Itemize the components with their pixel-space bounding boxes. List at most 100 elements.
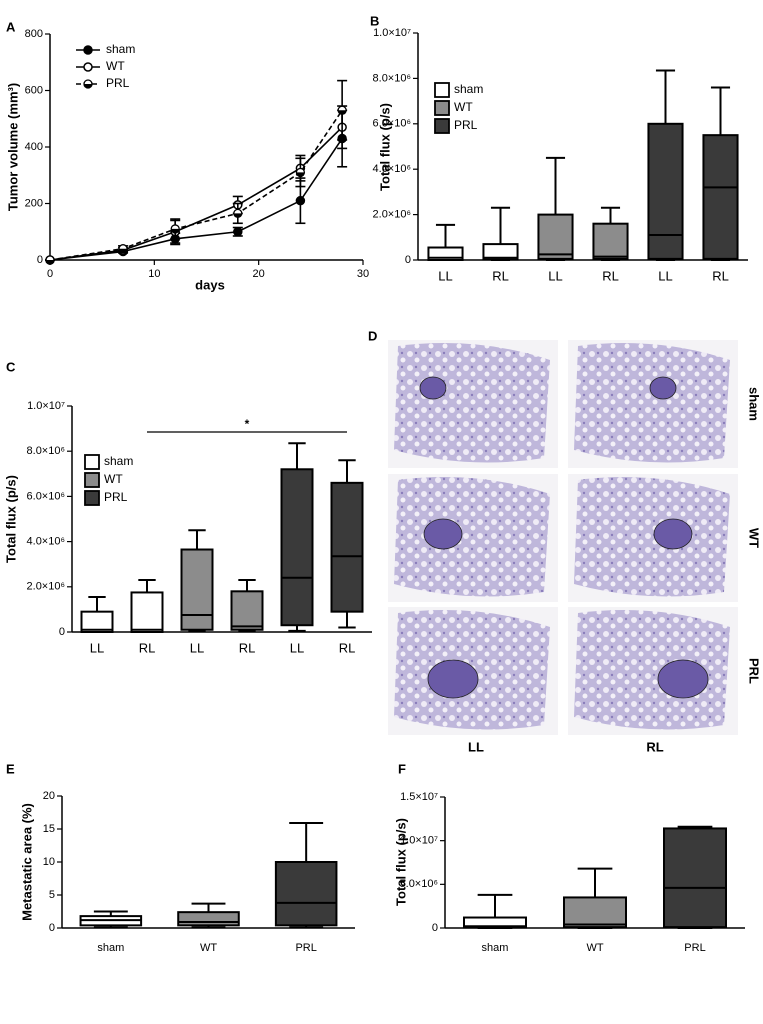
marker-half bbox=[84, 84, 92, 88]
y-axis-label: Total flux (p/s) bbox=[3, 475, 18, 563]
metastasis bbox=[427, 659, 479, 699]
x-tick-label: 10 bbox=[148, 268, 160, 280]
x-tick-label: RL bbox=[139, 640, 156, 655]
y-tick-label: 15 bbox=[43, 823, 55, 835]
x-tick-label: 30 bbox=[357, 268, 369, 280]
x-tick-label: LL bbox=[90, 640, 104, 655]
x-axis-label: days bbox=[195, 277, 225, 292]
legend-label: PRL bbox=[454, 118, 478, 132]
tissue bbox=[394, 477, 550, 597]
box bbox=[130, 591, 164, 634]
y-tick-label: 1.0×10⁷ bbox=[27, 400, 65, 412]
x-tick-label: LL bbox=[438, 268, 452, 283]
marker-half bbox=[171, 228, 180, 233]
box bbox=[80, 610, 114, 633]
y-tick-label: 0 bbox=[37, 254, 43, 266]
y-tick-label: 600 bbox=[25, 84, 43, 96]
tissue bbox=[574, 343, 730, 463]
box bbox=[274, 861, 338, 927]
y-tick-label: 5.0×10⁶ bbox=[400, 878, 438, 890]
marker-half bbox=[233, 213, 242, 218]
y-tick-label: 0 bbox=[49, 922, 55, 934]
panel-label: D bbox=[368, 328, 377, 343]
column-label: LL bbox=[468, 739, 484, 754]
marker-half bbox=[119, 248, 128, 253]
legend-label: WT bbox=[454, 100, 473, 114]
marker bbox=[83, 62, 93, 72]
y-tick-label: 6.0×10⁶ bbox=[373, 118, 411, 130]
tissue bbox=[574, 610, 730, 730]
y-axis-label: Total flux (p/s) bbox=[393, 818, 408, 906]
x-tick-label: LL bbox=[548, 268, 562, 283]
marker bbox=[295, 195, 306, 206]
y-tick-label: 0 bbox=[432, 922, 438, 934]
box bbox=[330, 481, 364, 613]
y-tick-label: 2.0×10⁶ bbox=[27, 581, 65, 593]
y-axis-label: Total flux (p/s) bbox=[377, 103, 392, 191]
y-tick-label: 6.0×10⁶ bbox=[27, 490, 65, 502]
legend-label: sham bbox=[454, 82, 483, 96]
panel-label: F bbox=[398, 761, 406, 776]
y-tick-label: 1.0×10⁷ bbox=[400, 835, 438, 847]
x-tick-label: sham bbox=[482, 942, 509, 954]
x-tick-label: 20 bbox=[253, 268, 265, 280]
line bbox=[49, 138, 343, 261]
legend-label: WT bbox=[104, 472, 123, 486]
y-tick-label: 20 bbox=[43, 790, 55, 802]
metastasis bbox=[419, 376, 447, 400]
marker bbox=[233, 227, 243, 237]
box bbox=[663, 827, 727, 929]
legend-swatch bbox=[434, 100, 450, 116]
marker-half bbox=[338, 110, 347, 115]
legend-swatch bbox=[84, 454, 100, 470]
panel-label: E bbox=[6, 761, 15, 776]
legend-swatch bbox=[434, 118, 450, 134]
y-tick-label: 200 bbox=[25, 197, 43, 209]
y-axis-label: Tumor volume (mm³) bbox=[5, 83, 20, 211]
legend-label: sham bbox=[106, 42, 135, 56]
line bbox=[49, 126, 343, 261]
box bbox=[230, 590, 264, 631]
box bbox=[537, 213, 574, 260]
y-tick-label: 400 bbox=[25, 141, 43, 153]
y-axis-label: Metastatic area (%) bbox=[19, 803, 34, 921]
y-tick-label: 4.0×10⁶ bbox=[373, 163, 411, 175]
y-tick-label: 1.5×10⁷ bbox=[400, 791, 438, 803]
y-tick-label: 1.0×10⁷ bbox=[373, 27, 411, 39]
row-label: PRL bbox=[747, 658, 762, 684]
panel-label: C bbox=[6, 359, 16, 374]
box bbox=[647, 122, 684, 260]
y-tick-label: 800 bbox=[25, 28, 43, 40]
tissue bbox=[394, 343, 550, 463]
y-tick-label: 4.0×10⁶ bbox=[27, 536, 65, 548]
legend-label: WT bbox=[106, 59, 125, 73]
x-tick-label: WT bbox=[586, 942, 603, 954]
y-tick-label: 8.0×10⁶ bbox=[27, 445, 65, 457]
x-tick-label: RL bbox=[239, 640, 256, 655]
x-tick-label: RL bbox=[339, 640, 356, 655]
x-tick-label: RL bbox=[602, 268, 619, 283]
legend-label: PRL bbox=[106, 76, 130, 90]
x-tick-label: 0 bbox=[47, 268, 53, 280]
box bbox=[463, 916, 527, 929]
x-tick-label: LL bbox=[658, 268, 672, 283]
marker bbox=[83, 45, 93, 55]
x-tick-label: RL bbox=[712, 268, 729, 283]
y-tick-label: 8.0×10⁶ bbox=[373, 72, 411, 84]
metastasis bbox=[653, 518, 693, 550]
metastasis bbox=[649, 376, 677, 400]
x-tick-label: RL bbox=[492, 268, 509, 283]
x-tick-label: PRL bbox=[684, 942, 705, 954]
box bbox=[702, 134, 739, 260]
tissue bbox=[574, 477, 730, 597]
box bbox=[563, 896, 627, 929]
panel-label: B bbox=[370, 13, 379, 28]
line bbox=[49, 109, 343, 261]
box bbox=[592, 222, 629, 260]
column-label: RL bbox=[646, 739, 663, 754]
x-tick-label: sham bbox=[97, 942, 124, 954]
metastasis bbox=[657, 659, 709, 699]
box bbox=[280, 468, 314, 627]
histology-grid bbox=[388, 340, 738, 735]
